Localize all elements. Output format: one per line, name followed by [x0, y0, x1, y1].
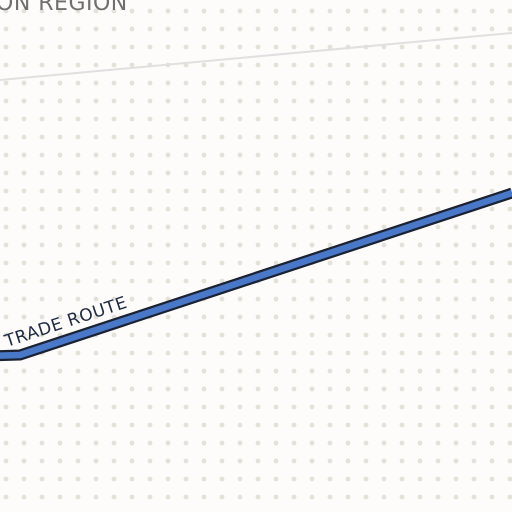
region-boundary-line [0, 32, 512, 81]
trade-route-line[interactable] [0, 189, 512, 359]
region-label: ON REGION [0, 0, 128, 16]
